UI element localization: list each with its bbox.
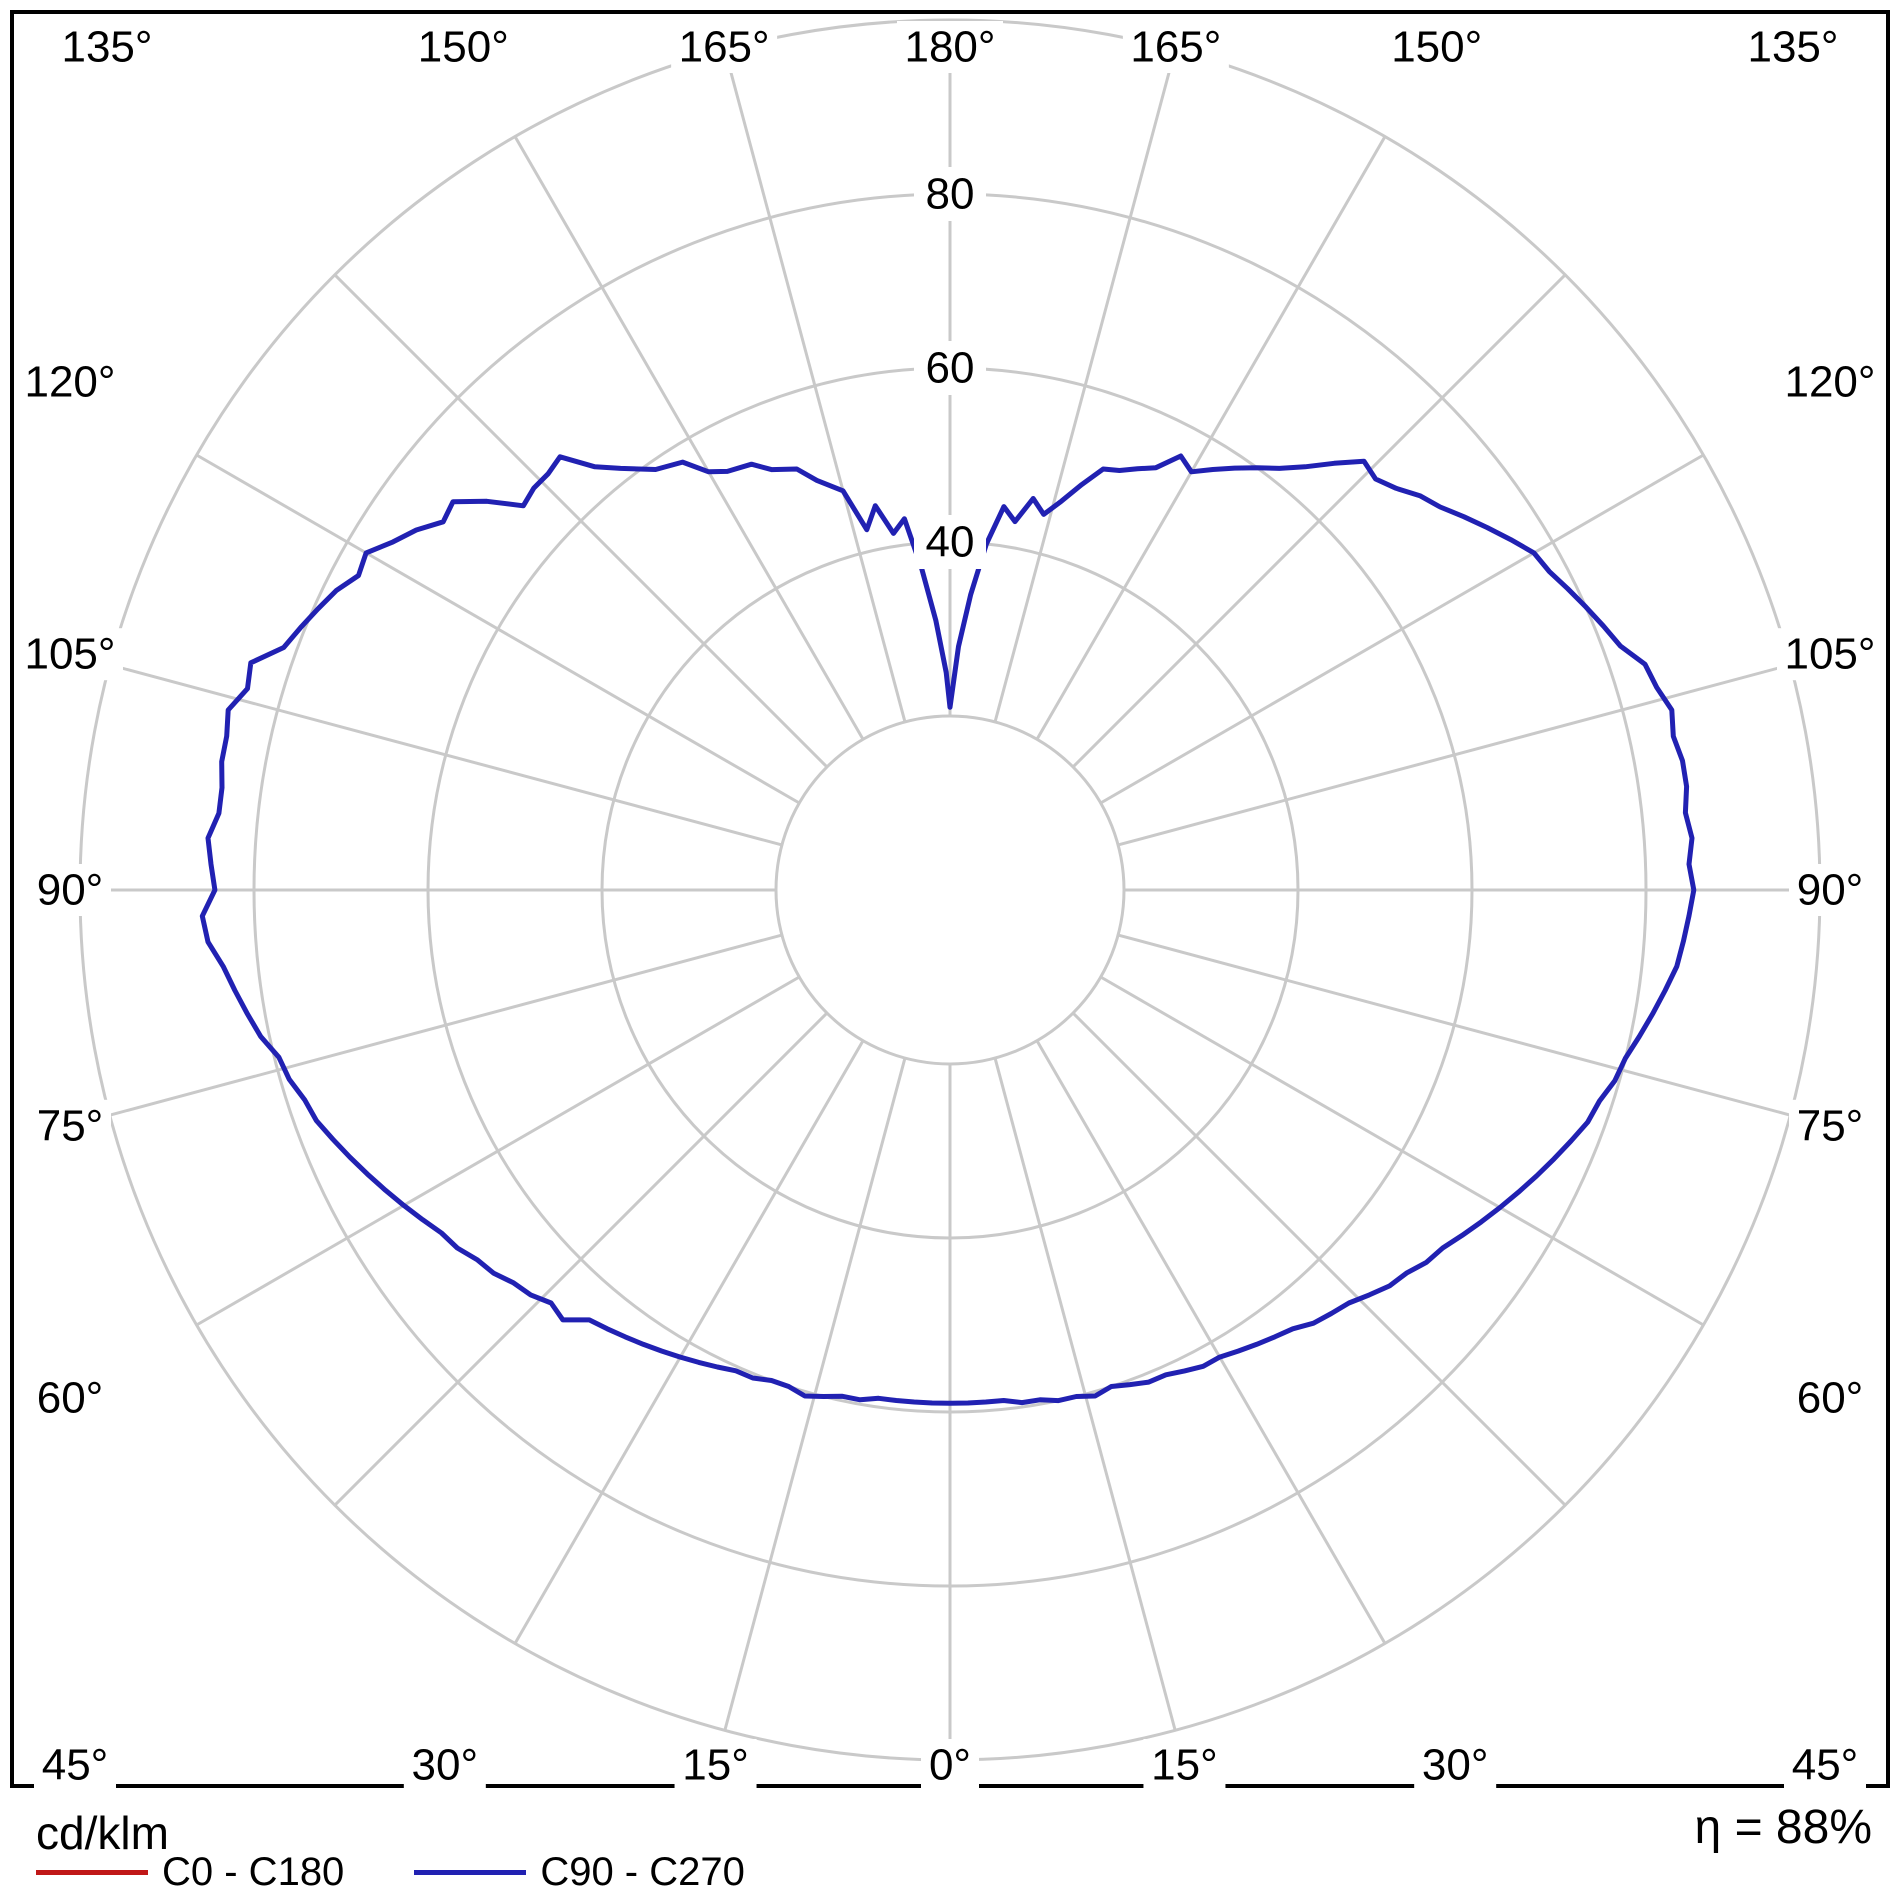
legend-item-c0-c180: C0 - C180: [36, 1850, 344, 1895]
angle-tick-label: 165°: [1130, 23, 1221, 72]
grid-spoke: [1071, 273, 1567, 769]
angle-tick-label: 105°: [24, 630, 115, 679]
angle-tick-label: 120°: [1784, 357, 1875, 406]
angle-tick-label-bg: [34, 1739, 116, 1791]
grid-spoke: [513, 135, 865, 741]
radial-tick-label: 80: [926, 170, 975, 219]
grid-spoke: [333, 273, 829, 769]
radial-tick-label-bg: [914, 341, 986, 395]
grid-spoke: [333, 1011, 829, 1507]
angle-tick-label: 75°: [1797, 1101, 1864, 1150]
angle-tick-label-bg: [671, 21, 778, 73]
angle-tick-label: 180°: [904, 23, 995, 72]
angle-tick-label-bg: [1777, 355, 1883, 408]
angle-tick-label-bg: [403, 1739, 486, 1791]
grid-spoke: [1117, 933, 1791, 1117]
angle-tick-label: 30°: [412, 1741, 479, 1790]
legend-line-c90-c270-icon: [414, 1869, 527, 1875]
angle-tick-label-bg: [410, 21, 517, 73]
angle-tick-label: 0°: [929, 1741, 971, 1790]
grid-spoke: [1099, 453, 1705, 805]
angle-tick-label-bg: [54, 21, 160, 73]
grid-spoke: [723, 49, 907, 723]
angle-tick-label-bg: [1789, 1372, 1871, 1425]
angle-tick-label: 90°: [1797, 866, 1864, 915]
grid-spoke: [1099, 975, 1705, 1327]
angle-tick-label-bg: [1143, 1739, 1226, 1791]
angle-tick-label: 135°: [1747, 23, 1838, 72]
angle-tick-label: 45°: [42, 1741, 109, 1790]
angle-tick-label: 135°: [61, 23, 152, 72]
angle-tick-label-bg: [29, 1099, 111, 1152]
angle-tick-label: 90°: [37, 866, 104, 915]
angle-tick-label: 105°: [1784, 630, 1875, 679]
angle-tick-label: 60°: [1797, 1374, 1864, 1423]
angle-tick-label-bg: [1789, 1099, 1871, 1152]
angle-tick-label: 15°: [1151, 1741, 1218, 1790]
angle-tick-label-bg: [674, 1739, 757, 1791]
grid-spoke: [195, 975, 801, 1327]
curve-c90-c270: [199, 453, 1697, 1406]
angle-tick-label: 60°: [37, 1374, 104, 1423]
angle-tick-label: 165°: [679, 23, 770, 72]
angle-tick-label-bg: [897, 21, 1003, 73]
grid-spoke: [1035, 1039, 1387, 1645]
legend-line-c0-c180-icon: [36, 1869, 148, 1875]
grid-spoke: [1035, 135, 1387, 741]
grid-spoke: [1071, 1011, 1567, 1507]
angle-tick-label: 75°: [37, 1101, 104, 1150]
angle-tick-label-bg: [1740, 21, 1846, 73]
angle-tick-label: 45°: [1792, 1741, 1859, 1790]
angle-tick-label-bg: [29, 864, 111, 916]
angle-tick-label: 150°: [1391, 23, 1482, 72]
angle-tick-label-bg: [1777, 628, 1883, 681]
angle-tick-label-bg: [921, 1739, 979, 1791]
angle-tick-label: 150°: [418, 23, 509, 72]
angle-tick-label-bg: [1789, 864, 1871, 916]
angle-tick-label: 15°: [682, 1741, 749, 1790]
legend-item-c90-c270: C90 - C270: [414, 1850, 745, 1895]
angle-tick-label-bg: [17, 628, 123, 681]
radial-tick-label-bg: [914, 515, 986, 569]
grid-spoke: [993, 49, 1177, 723]
angle-tick-label-bg: [17, 355, 123, 408]
grid-circle: [774, 714, 1126, 1066]
angle-tick-label-bg: [1122, 21, 1229, 73]
angle-tick-label-bg: [1414, 1739, 1497, 1791]
legend: C0 - C180 C90 - C270: [36, 1846, 745, 1898]
angle-tick-label-bg: [29, 1372, 111, 1425]
grid-spoke: [195, 453, 801, 805]
efficiency-value: η = 88%: [1694, 1801, 1872, 1854]
radial-tick-label: 60: [926, 344, 975, 393]
radial-tick-label-bg: [914, 167, 986, 221]
angle-tick-label: 120°: [24, 357, 115, 406]
grid-spoke: [109, 663, 783, 847]
grid-spoke: [1117, 663, 1791, 847]
legend-label-c0-c180: C0 - C180: [162, 1849, 345, 1894]
grid-spoke: [109, 933, 783, 1117]
grid-spoke: [513, 1039, 865, 1645]
angle-tick-label: 30°: [1422, 1741, 1489, 1790]
unit-label: cd/klm: [36, 1807, 169, 1859]
angle-tick-label-bg: [1784, 1739, 1866, 1791]
angle-tick-label-bg: [1383, 21, 1490, 73]
legend-label-c90-c270: C90 - C270: [540, 1849, 745, 1894]
radial-tick-label: 40: [926, 518, 975, 567]
